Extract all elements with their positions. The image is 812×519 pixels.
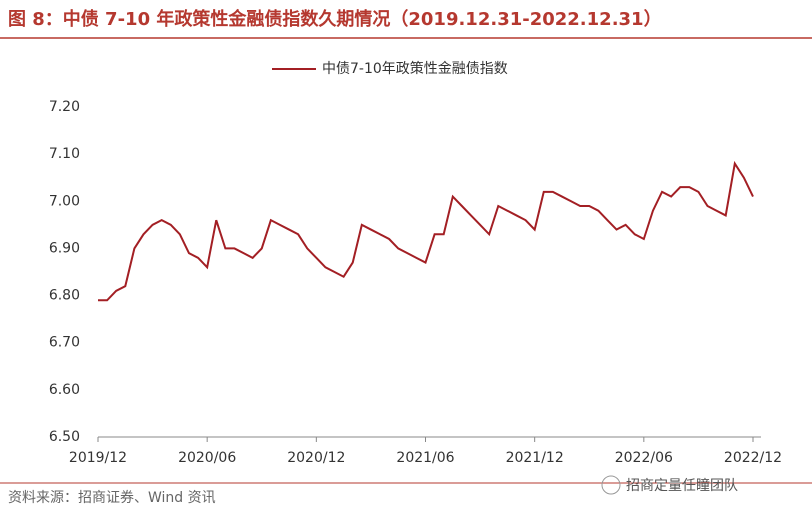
- y-tick-label: 7.20: [49, 99, 80, 115]
- source: 资料来源：招商证券、Wind 资讯: [8, 490, 216, 506]
- chart-title: 图 8：中债 7-10 年政策性金融债指数久期情况（2019.12.31-202…: [8, 8, 662, 30]
- y-tick-label: 7.10: [49, 146, 80, 162]
- x-tick-label: 2022/06: [615, 450, 673, 466]
- x-tick-label: 2022/12: [724, 450, 782, 466]
- y-tick-label: 7.00: [49, 193, 80, 209]
- x-tick-label: 2019/12: [69, 450, 127, 466]
- x-tick-label: 2020/12: [287, 450, 345, 466]
- watermark-icon: [601, 475, 621, 495]
- y-tick-label: 6.60: [49, 382, 80, 398]
- y-tick-label: 6.90: [49, 240, 80, 256]
- x-tick-label: 2021/06: [396, 450, 454, 466]
- y-tick-label: 6.50: [49, 429, 80, 445]
- y-tick-label: 6.80: [49, 288, 80, 304]
- x-tick-label: 2021/12: [506, 450, 564, 466]
- watermark: 招商定量任瞳团队: [626, 477, 738, 494]
- x-tick-label: 2020/06: [178, 450, 236, 466]
- y-tick-label: 6.70: [49, 335, 80, 351]
- legend-label: 中债7-10年政策性金融债指数: [322, 60, 508, 77]
- line-series: [98, 160, 754, 302]
